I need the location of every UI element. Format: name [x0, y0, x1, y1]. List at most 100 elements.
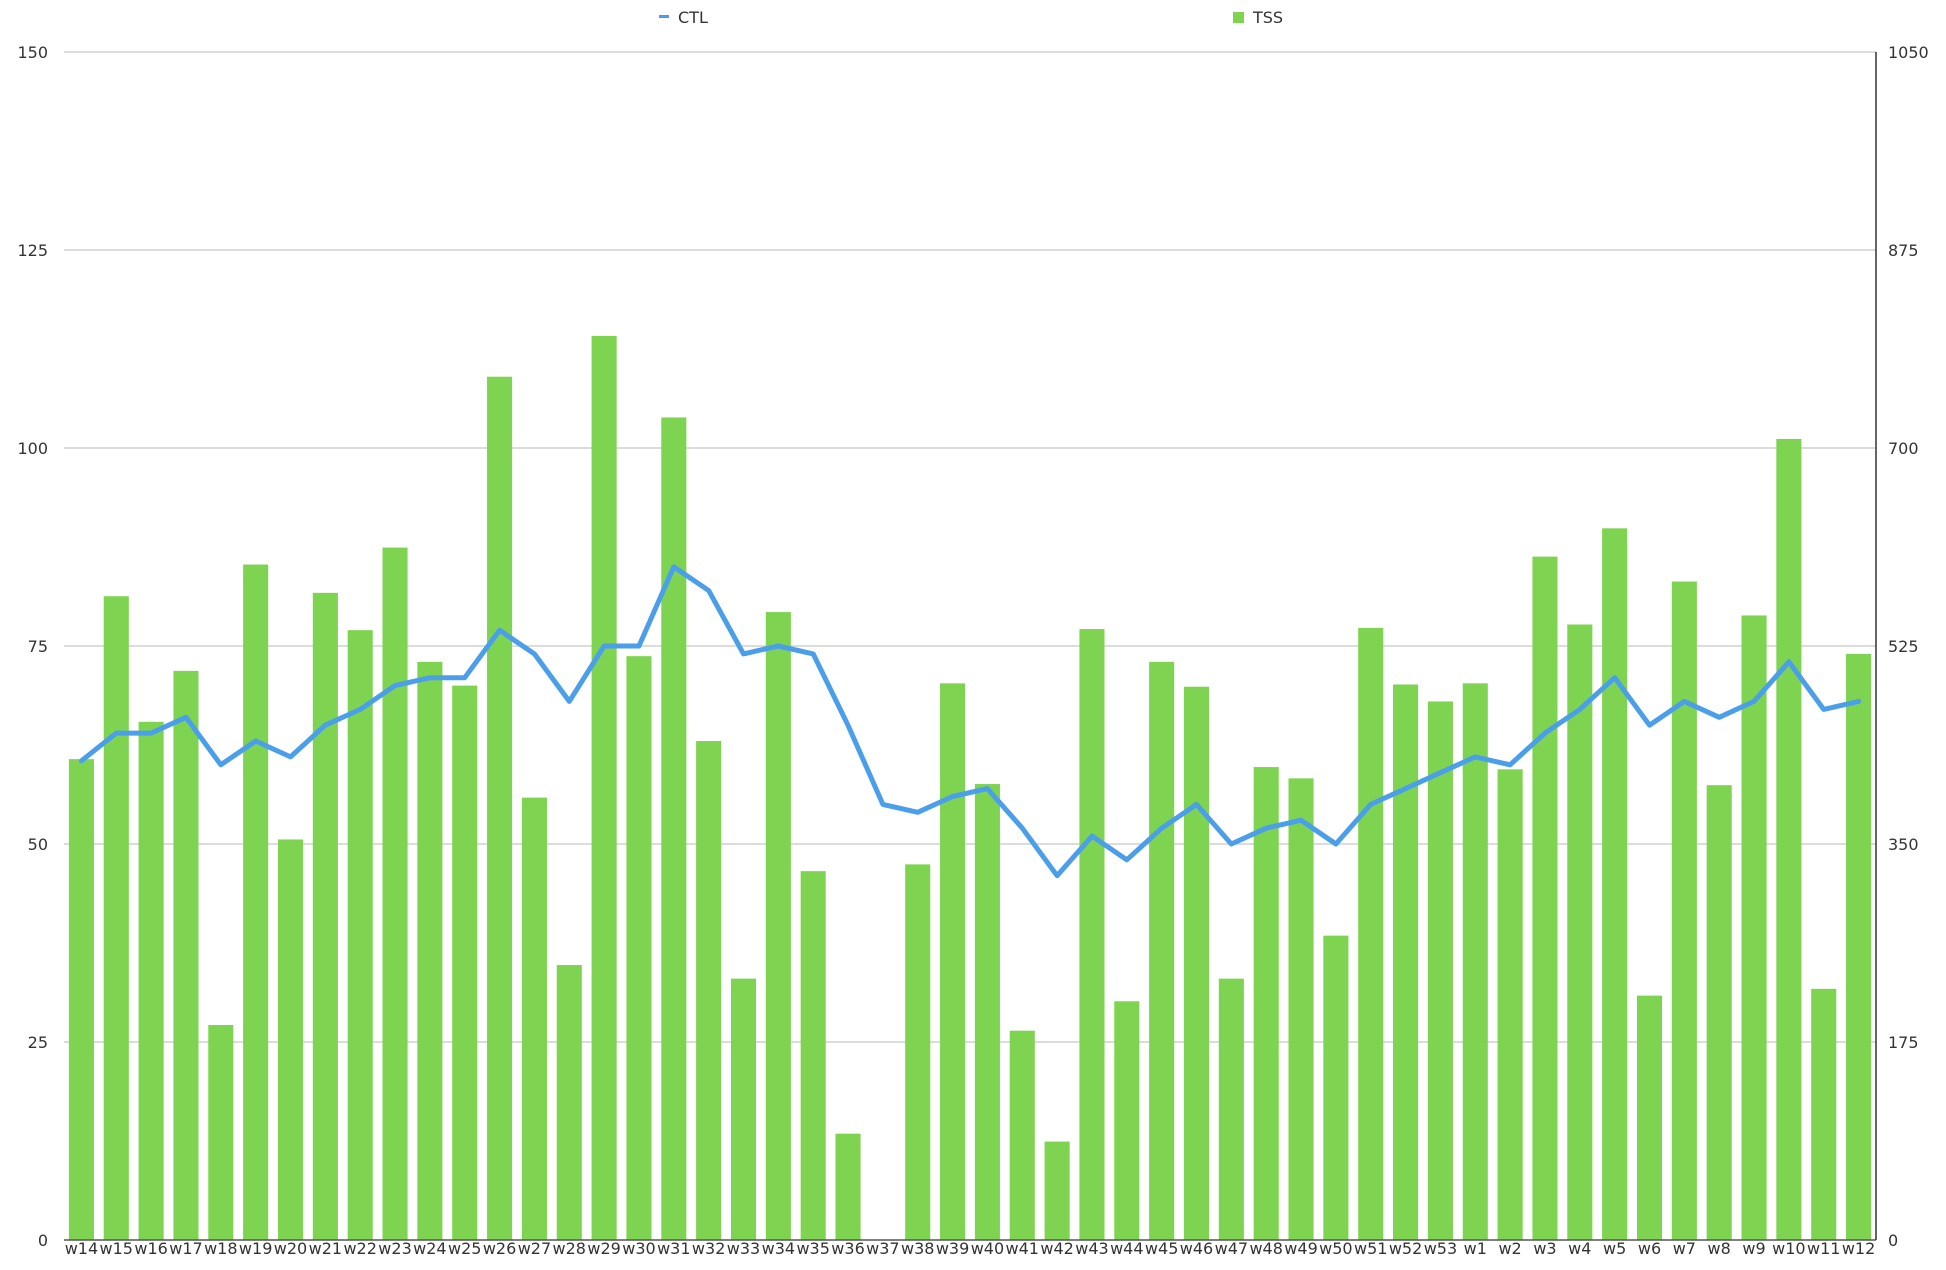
- x-tick-label: w52: [1389, 1239, 1422, 1258]
- tss-bar: [1462, 683, 1488, 1240]
- tss-bar: [765, 612, 791, 1240]
- y-tick-label-right: 350: [1888, 835, 1919, 854]
- tss-bar: [591, 335, 617, 1240]
- tss-bar: [1636, 995, 1663, 1240]
- tss-bar: [1114, 1001, 1140, 1240]
- tss-bar: [1776, 438, 1802, 1240]
- x-tick-label: w39: [936, 1239, 969, 1258]
- tss-bar: [452, 685, 478, 1240]
- tss-bar: [277, 839, 304, 1240]
- tss-bar: [1253, 767, 1279, 1240]
- x-tick-label: w31: [657, 1239, 690, 1258]
- tss-bar: [974, 784, 1000, 1240]
- x-tick-label: w11: [1807, 1239, 1840, 1258]
- x-tick-label: w32: [692, 1239, 725, 1258]
- x-tick-label: w25: [448, 1239, 481, 1258]
- x-tick-label: w48: [1249, 1239, 1282, 1258]
- y-tick-label-right: 525: [1888, 637, 1919, 656]
- tss-bar: [1149, 661, 1175, 1240]
- x-tick-label: w9: [1742, 1239, 1765, 1258]
- tss-bar: [417, 661, 443, 1240]
- legend-swatch-ctl: [659, 15, 669, 18]
- tss-bar: [1671, 581, 1697, 1240]
- tss-bar: [626, 656, 652, 1240]
- x-tick-label: w35: [796, 1239, 829, 1258]
- tss-bar: [1706, 785, 1732, 1240]
- x-tick-label: w4: [1568, 1239, 1591, 1258]
- x-tick-label: w27: [518, 1239, 551, 1258]
- x-tick-label: w24: [413, 1239, 446, 1258]
- y-tick-label-left: 100: [17, 439, 48, 458]
- x-tick-label: w10: [1772, 1239, 1805, 1258]
- tss-bar: [243, 564, 269, 1240]
- tss-bar: [382, 547, 408, 1240]
- y-tick-label-left: 25: [28, 1033, 48, 1052]
- x-tick-label: w8: [1708, 1239, 1731, 1258]
- tss-bar: [1044, 1141, 1070, 1240]
- x-tick-label: w53: [1424, 1239, 1457, 1258]
- y-tick-label-left: 125: [17, 241, 48, 260]
- tss-bar: [487, 376, 513, 1241]
- tss-bar: [173, 670, 199, 1240]
- x-tick-label: w19: [239, 1239, 272, 1258]
- x-tick-label: w14: [65, 1239, 98, 1258]
- x-tick-label: w22: [343, 1239, 376, 1258]
- tss-bars: [68, 335, 1872, 1241]
- tss-bar: [521, 797, 547, 1240]
- x-tick-label: w15: [100, 1239, 133, 1258]
- x-tick-label: w37: [866, 1239, 899, 1258]
- x-tick-label: w26: [483, 1239, 516, 1258]
- tss-bar: [68, 759, 94, 1240]
- legend-swatch-tss: [1233, 12, 1244, 23]
- x-tick-label: w21: [309, 1239, 342, 1258]
- tss-bar: [1811, 988, 1837, 1240]
- x-tick-label: w33: [727, 1239, 760, 1258]
- x-tick-label: w36: [831, 1239, 864, 1258]
- y-tick-label-right: 875: [1888, 241, 1919, 260]
- tss-bar: [1846, 653, 1872, 1240]
- x-tick-label: w6: [1638, 1239, 1661, 1258]
- x-tick-label: w38: [901, 1239, 934, 1258]
- tss-bar: [1393, 684, 1419, 1240]
- x-tick-label: w23: [378, 1239, 411, 1258]
- tss-bar: [1497, 769, 1523, 1240]
- x-tick-label: w46: [1180, 1239, 1213, 1258]
- tss-bar: [940, 683, 966, 1240]
- y-tick-label-left: 50: [28, 835, 48, 854]
- x-tick-label: w18: [204, 1239, 237, 1258]
- ctl-line: [78, 564, 1862, 879]
- tss-bar: [103, 596, 129, 1240]
- tss-bar: [696, 741, 722, 1240]
- legend: CTL TSS: [659, 8, 1283, 27]
- tss-bar: [138, 721, 164, 1240]
- x-tick-label: w49: [1284, 1239, 1317, 1258]
- tss-bar: [1602, 528, 1628, 1240]
- tss-bar: [347, 630, 373, 1240]
- tss-bar: [208, 1025, 234, 1240]
- x-tick-label: w1: [1464, 1239, 1487, 1258]
- x-tick-label: w40: [971, 1239, 1004, 1258]
- y-tick-label-right: 700: [1888, 439, 1919, 458]
- y-tick-label-right: 175: [1888, 1033, 1919, 1052]
- y-tick-label-right: 0: [1888, 1231, 1898, 1250]
- x-tick-label: w41: [1006, 1239, 1039, 1258]
- x-tick-label: w50: [1319, 1239, 1352, 1258]
- x-tick-label: w30: [622, 1239, 655, 1258]
- tss-bar: [800, 871, 826, 1240]
- tss-bar: [1288, 778, 1314, 1240]
- x-tick-label: w16: [134, 1239, 167, 1258]
- x-tick-label: w28: [553, 1239, 586, 1258]
- tss-bar: [312, 592, 338, 1240]
- x-tick-label: w2: [1498, 1239, 1521, 1258]
- legend-label-tss: TSS: [1252, 8, 1283, 27]
- tss-bar: [1009, 1030, 1035, 1240]
- tss-bar: [1532, 556, 1558, 1240]
- tss-bar: [1358, 627, 1384, 1240]
- y-tick-label-right: 1050: [1888, 43, 1929, 62]
- tss-bar: [1323, 935, 1349, 1240]
- x-tick-label: w5: [1603, 1239, 1626, 1258]
- x-tick-label: w43: [1075, 1239, 1108, 1258]
- tss-bar: [730, 978, 757, 1240]
